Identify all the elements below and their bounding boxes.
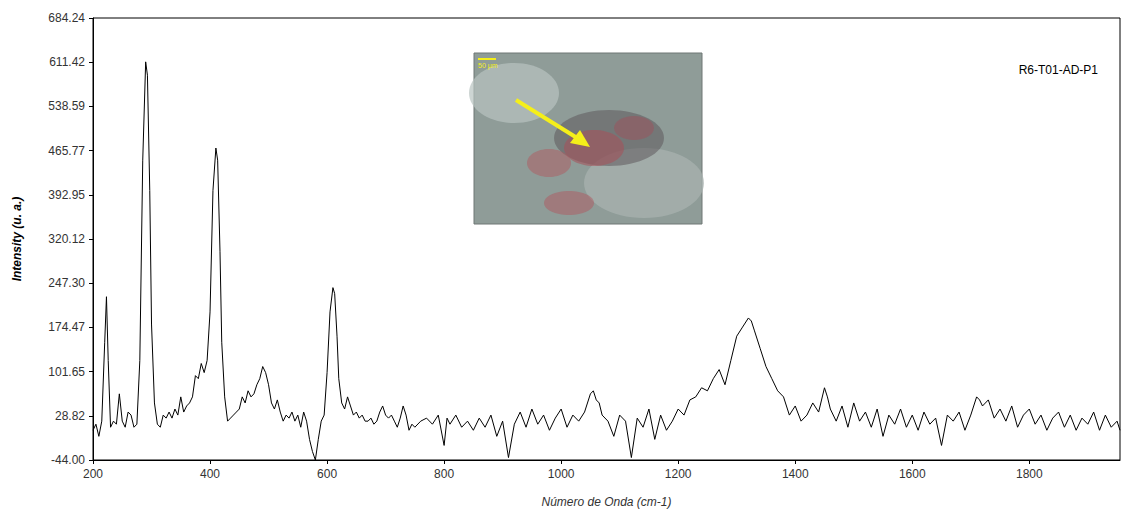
svg-text:Intensity (u. a.): Intensity (u. a.) bbox=[10, 197, 24, 282]
svg-text:1600: 1600 bbox=[899, 467, 926, 481]
svg-text:-44.00: -44.00 bbox=[51, 453, 85, 467]
svg-text:1000: 1000 bbox=[548, 467, 575, 481]
svg-text:392.95: 392.95 bbox=[48, 188, 85, 202]
svg-text:Número de Onda (cm-1): Número de Onda (cm-1) bbox=[541, 495, 671, 509]
svg-text:101.65: 101.65 bbox=[48, 365, 85, 379]
svg-text:800: 800 bbox=[434, 467, 454, 481]
svg-text:50 µm: 50 µm bbox=[478, 62, 498, 70]
svg-text:1200: 1200 bbox=[665, 467, 692, 481]
svg-text:1800: 1800 bbox=[1016, 467, 1043, 481]
svg-text:247.30: 247.30 bbox=[48, 276, 85, 290]
svg-text:600: 600 bbox=[317, 467, 337, 481]
svg-text:R6-T01-AD-P1: R6-T01-AD-P1 bbox=[1019, 63, 1099, 77]
svg-text:538.59: 538.59 bbox=[48, 99, 85, 113]
svg-text:465.77: 465.77 bbox=[48, 144, 85, 158]
svg-text:200: 200 bbox=[83, 467, 103, 481]
svg-text:611.42: 611.42 bbox=[49, 55, 85, 69]
svg-text:400: 400 bbox=[200, 467, 220, 481]
svg-text:174.47: 174.47 bbox=[48, 320, 85, 334]
svg-text:28.82: 28.82 bbox=[55, 409, 85, 423]
svg-text:1400: 1400 bbox=[782, 467, 809, 481]
svg-text:684.24: 684.24 bbox=[48, 11, 85, 25]
svg-text:320.12: 320.12 bbox=[48, 232, 85, 246]
